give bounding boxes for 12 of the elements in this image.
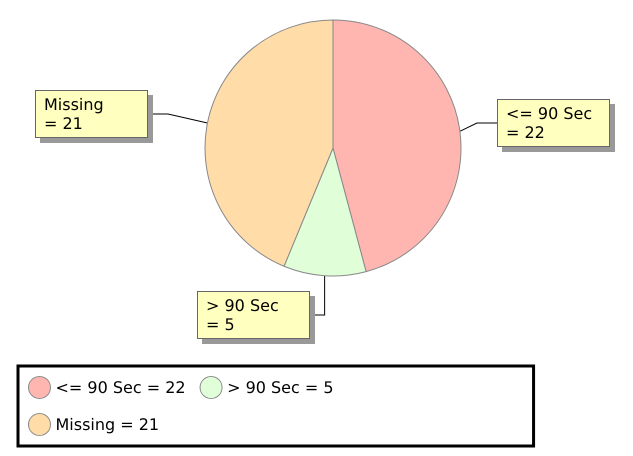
text: = 22 bbox=[146, 378, 186, 397]
slice-label: <= 90 Sec bbox=[506, 104, 592, 123]
text: = 5 bbox=[304, 378, 334, 397]
legend-label: <= 90 Sec bbox=[56, 378, 142, 397]
slice-label: Missing bbox=[44, 95, 104, 114]
data-label: = 22 bbox=[506, 123, 545, 142]
legend-label: Missing bbox=[56, 415, 116, 434]
slice-label: > 90 Sec bbox=[206, 296, 279, 315]
data-label: = 5 bbox=[206, 315, 235, 334]
data-label: = 21 bbox=[44, 114, 83, 133]
legend-label: > 90 Sec bbox=[227, 378, 300, 397]
text: = 21 bbox=[120, 415, 160, 434]
